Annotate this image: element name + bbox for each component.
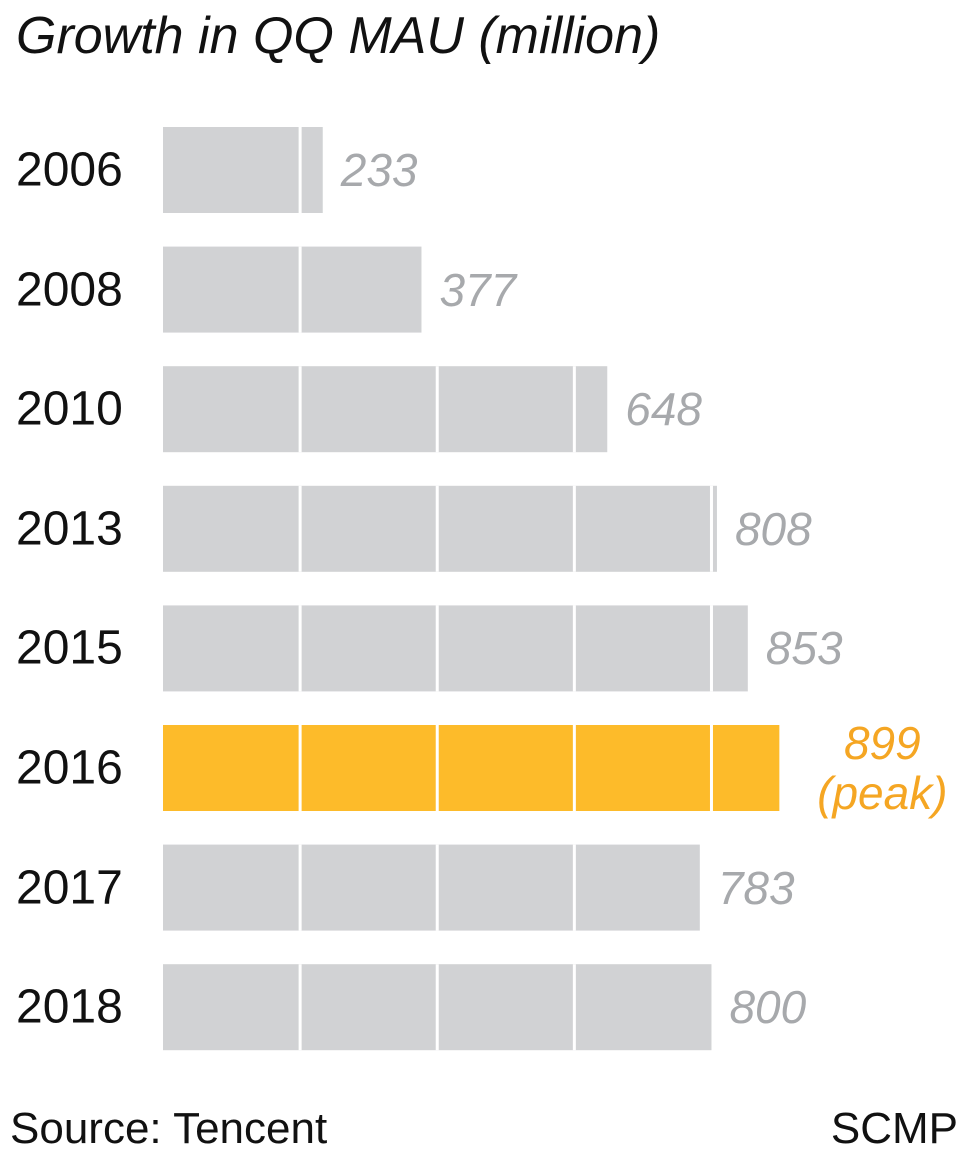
category-label: 2016 — [16, 741, 123, 795]
category-label: 2017 — [16, 861, 123, 915]
bar — [163, 485, 717, 572]
category-label: 2015 — [16, 621, 123, 675]
value-label: 648 — [625, 383, 702, 436]
bar — [163, 605, 748, 692]
bar — [163, 725, 780, 811]
bar — [163, 366, 608, 453]
value-label: 783 — [717, 861, 795, 914]
value-label: 800 — [729, 981, 807, 1034]
source: Source: Tencent — [10, 1104, 328, 1153]
category-label: 2018 — [16, 980, 123, 1034]
credit: SCMP — [830, 1104, 958, 1153]
category-label: 2010 — [16, 382, 123, 436]
value-label: 899 (peak) — [817, 717, 948, 819]
bar — [163, 127, 323, 213]
chart-title: Growth in QQ MAU (million) — [16, 7, 661, 65]
value-label: 808 — [734, 502, 812, 555]
value-label: 853 — [765, 622, 843, 675]
category-label: 2006 — [16, 143, 123, 197]
value-label: 233 — [340, 144, 418, 196]
bar — [163, 844, 700, 931]
bar — [163, 246, 422, 333]
category-label: 2013 — [16, 502, 123, 556]
value-label: 377 — [439, 263, 517, 316]
category-label: 2008 — [16, 263, 123, 317]
